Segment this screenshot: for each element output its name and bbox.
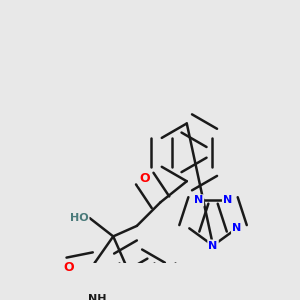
Text: N: N xyxy=(194,195,203,206)
Text: O: O xyxy=(63,261,74,274)
Text: N: N xyxy=(208,241,218,250)
Text: O: O xyxy=(140,172,150,185)
Text: N: N xyxy=(232,223,242,233)
Text: NH: NH xyxy=(88,294,107,300)
Text: N: N xyxy=(223,195,232,206)
Text: HO: HO xyxy=(70,213,88,223)
